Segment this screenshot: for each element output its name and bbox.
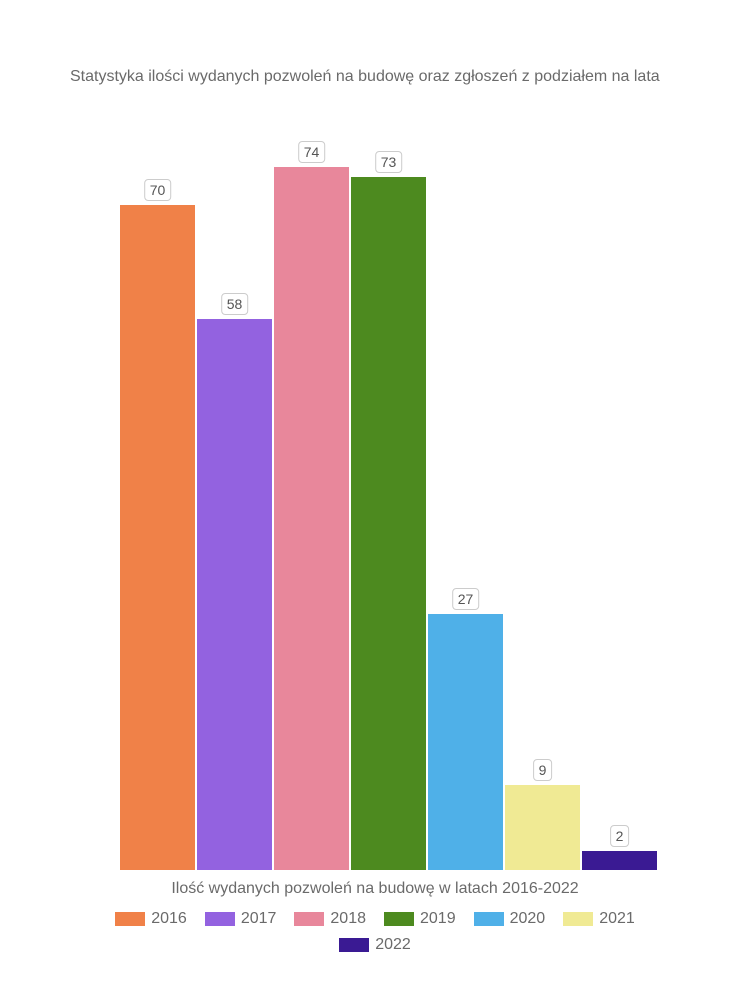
bar-2021: 9 xyxy=(505,785,580,871)
plot-area: 705874732792 xyxy=(120,110,695,870)
x-axis-label: Ilość wydanych pozwoleń na budowę w lata… xyxy=(0,880,750,898)
bar-2019: 73 xyxy=(351,177,426,871)
chart-area: 01020304050607080 705874732792 xyxy=(60,110,700,870)
legend-label: 2017 xyxy=(241,910,277,928)
legend-label: 2016 xyxy=(151,910,187,928)
legend-label: 2021 xyxy=(599,910,635,928)
legend-swatch xyxy=(474,912,504,926)
legend-item-2022: 2022 xyxy=(339,936,411,954)
legend-item-2017: 2017 xyxy=(205,910,277,928)
legend: 2016 2017 2018 2019 2020 2021 2022 xyxy=(0,910,750,962)
legend-swatch xyxy=(205,912,235,926)
legend-item-2019: 2019 xyxy=(384,910,456,928)
bar-2022: 2 xyxy=(582,851,657,870)
bar-value-label: 70 xyxy=(144,179,172,201)
bar-value-label: 74 xyxy=(298,141,326,163)
legend-label: 2018 xyxy=(330,910,366,928)
legend-label: 2019 xyxy=(420,910,456,928)
legend-swatch xyxy=(339,938,369,952)
bar-value-label: 58 xyxy=(221,293,249,315)
bar-value-label: 9 xyxy=(533,759,553,781)
legend-item-2018: 2018 xyxy=(294,910,366,928)
legend-label: 2020 xyxy=(510,910,546,928)
bar-2017: 58 xyxy=(197,319,272,870)
bar-2018: 74 xyxy=(274,167,349,870)
bar-value-label: 73 xyxy=(375,151,403,173)
legend-swatch xyxy=(563,912,593,926)
legend-item-2021: 2021 xyxy=(563,910,635,928)
bar-2020: 27 xyxy=(428,614,503,871)
bar-value-label: 27 xyxy=(452,588,480,610)
legend-swatch xyxy=(384,912,414,926)
bar-2016: 70 xyxy=(120,205,195,870)
legend-label: 2022 xyxy=(375,936,411,954)
legend-item-2016: 2016 xyxy=(115,910,187,928)
legend-item-2020: 2020 xyxy=(474,910,546,928)
bar-value-label: 2 xyxy=(610,825,630,847)
legend-swatch xyxy=(115,912,145,926)
chart-title: Statystyka ilości wydanych pozwoleń na b… xyxy=(70,68,660,86)
legend-swatch xyxy=(294,912,324,926)
